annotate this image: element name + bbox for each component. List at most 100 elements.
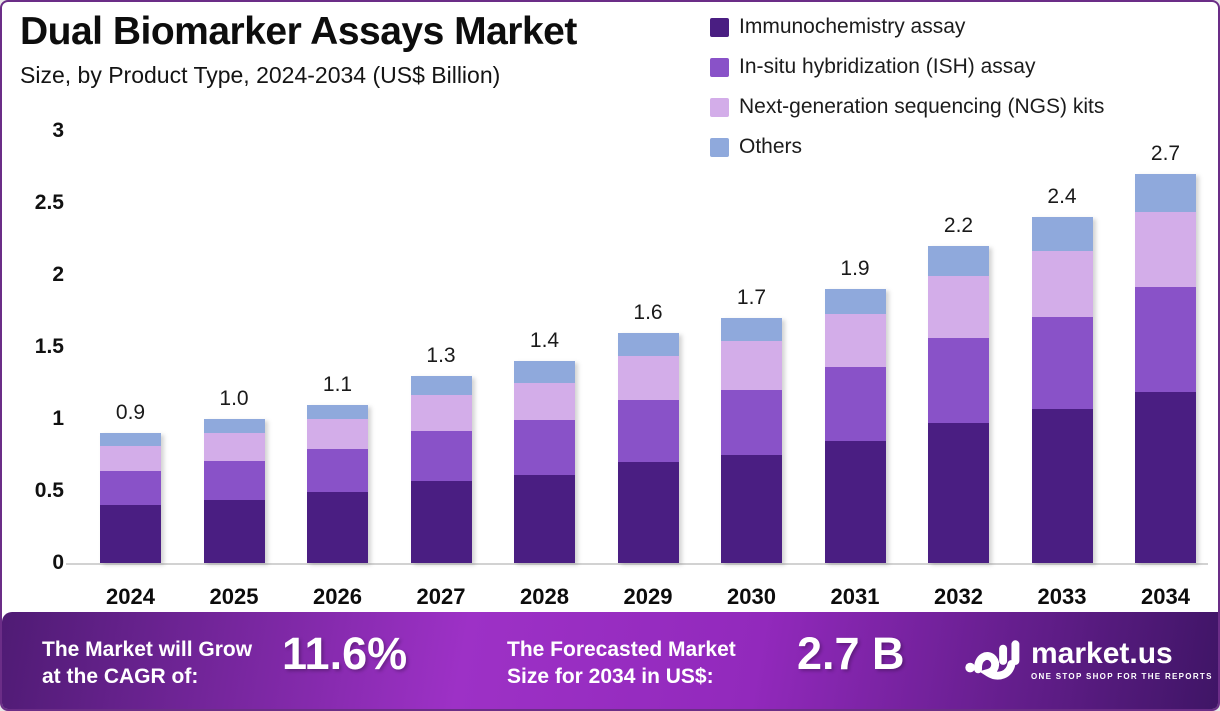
segment-immunochemistry-assay [1031,408,1093,563]
bar-total-label: 0.9 [115,401,146,425]
y-tick-label: 0 [52,551,64,574]
segment-immunochemistry-assay [617,462,679,563]
legend-swatch-icon [710,57,729,77]
x-axis-label: 2025 [209,584,259,609]
segment-next-generation-sequencing-ngs-kits [307,418,368,450]
chart-legend: Immunochemistry assay In-situ hybridizati… [710,15,1104,159]
segment-in-situ-hybridization-ish-assay [410,430,472,481]
segment-others [307,404,368,419]
y-tick-label: 3 [52,119,64,142]
forecast-value: 2.7 B [797,628,905,679]
legend-item-others: Others [710,135,1104,159]
forecast-label: The Forecasted Market Size for 2034 in U… [507,636,736,690]
segment-others [100,433,161,447]
legend-label: Others [739,135,803,158]
segment-others [824,289,886,314]
bar-2033 [1031,217,1093,563]
forecast-label-line2: Size for 2034 in US$: [507,665,714,688]
brand-logo: market.us ONE STOP SHOP FOR THE REPORTS [964,630,1213,689]
bar-total-label: 1.3 [426,343,456,367]
legend-label: Next-generation sequencing (NGS) kits [739,95,1105,118]
bar-2024 [100,433,161,563]
segment-in-situ-hybridization-ish-assay [100,470,161,506]
segment-others [928,246,989,277]
x-axis-label: 2024 [106,584,155,609]
segment-immunochemistry-assay [928,423,989,563]
legend-item-immunochemistry-assay: Immunochemistry assay [710,15,1104,39]
segment-others [203,419,265,434]
brand-text: market.us ONE STOP SHOP FOR THE REPORTS [1031,638,1213,681]
bar-total-label: 2.2 [943,214,974,238]
x-axis-label: 2028 [520,584,569,609]
bar-2027 [410,375,472,563]
bar-2025 [203,419,265,563]
y-tick-label: 0.5 [34,479,64,502]
segment-next-generation-sequencing-ngs-kits [1031,250,1093,317]
segment-others [1135,174,1196,212]
x-axis-label: 2032 [934,584,983,609]
y-tick-label: 2.5 [34,191,64,214]
segment-in-situ-hybridization-ish-assay [307,449,368,493]
bar-total-label: 1.7 [736,286,767,310]
segment-in-situ-hybridization-ish-assay [617,400,679,463]
cagr-label-line2: at the CAGR of: [42,665,199,688]
bar-2031 [824,289,886,563]
y-tick-label: 1 [52,407,64,430]
x-axis-label: 2026 [313,584,362,609]
bar-2028 [514,361,575,563]
segment-immunochemistry-assay [721,454,782,563]
y-tick-label: 2 [52,263,64,286]
segment-immunochemistry-assay [307,492,368,563]
segment-next-generation-sequencing-ngs-kits [203,433,265,461]
legend-item-in-situ-hybridization-ish-assay: In-situ hybridization (ISH) assay [710,55,1104,79]
segment-in-situ-hybridization-ish-assay [721,390,782,455]
chart-subtitle: Size, by Product Type, 2024-2034 (US$ Bi… [20,62,501,88]
bar-total-label: 2.4 [1047,185,1077,209]
bar-total-label: 1.0 [219,387,249,410]
segment-in-situ-hybridization-ish-assay [203,460,265,500]
segment-immunochemistry-assay [514,475,575,563]
forecast-label-line1: The Forecasted Market [507,638,736,661]
segment-others [617,332,679,356]
segment-in-situ-hybridization-ish-assay [514,420,575,476]
legend-swatch-icon [710,137,729,157]
bar-total-label: 1.6 [633,300,663,324]
chart-title: Dual Biomarker Assays Market [20,10,577,53]
bar-total-label: 1.1 [322,372,353,396]
bar-2029 [617,332,679,563]
legend-swatch-icon [710,97,729,117]
segment-next-generation-sequencing-ngs-kits [617,355,679,401]
bar-2026 [307,404,368,563]
legend-swatch-icon [710,17,729,37]
segment-immunochemistry-assay [824,440,886,563]
segment-next-generation-sequencing-ngs-kits [824,313,886,368]
segment-immunochemistry-assay [100,505,161,563]
x-axis-label: 2033 [1037,584,1087,609]
segment-next-generation-sequencing-ngs-kits [928,276,989,339]
segment-next-generation-sequencing-ngs-kits [514,382,575,421]
legend-label: In-situ hybridization (ISH) assay [739,55,1036,78]
bar-2030 [721,318,782,563]
x-axis-label: 2029 [623,584,673,609]
cagr-label-line1: The Market will Grow [42,638,253,661]
x-axis-line [66,563,1208,565]
marketus-logo-icon [964,630,1022,689]
segment-in-situ-hybridization-ish-assay [1135,286,1196,392]
y-tick-label: 1.5 [34,335,64,358]
segment-others [721,318,782,342]
bar-2032 [928,246,989,563]
segment-next-generation-sequencing-ngs-kits [100,446,161,471]
x-axis-label: 2027 [416,584,466,609]
x-axis-label: 2031 [830,584,880,609]
footer-banner: The Market will Grow at the CAGR of: 11.… [2,612,1218,709]
segment-others [1031,217,1093,251]
bar-total-label: 2.7 [1150,142,1181,166]
segment-in-situ-hybridization-ish-assay [824,367,886,441]
segment-next-generation-sequencing-ngs-kits [1135,211,1196,287]
bar-total-label: 1.4 [529,329,560,353]
segment-immunochemistry-assay [203,499,265,563]
brand-tagline: ONE STOP SHOP FOR THE REPORTS [1031,671,1213,681]
cagr-value: 11.6% [282,628,408,679]
segment-immunochemistry-assay [410,480,472,563]
